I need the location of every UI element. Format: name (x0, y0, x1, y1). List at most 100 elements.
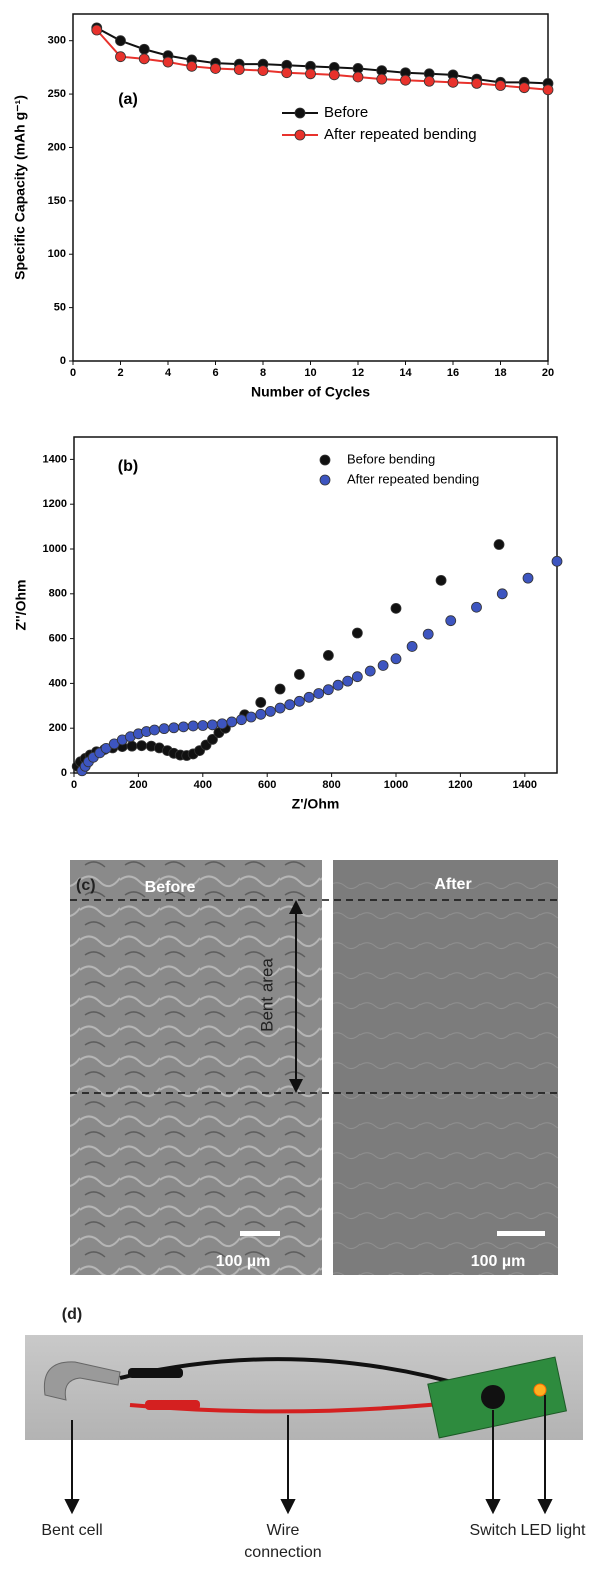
marker (377, 660, 389, 671)
callout-arrow-head (280, 1499, 296, 1515)
marker (138, 53, 150, 65)
marker (376, 73, 388, 85)
y-tick-label: 250 (48, 88, 66, 100)
x-tick-label: 200 (129, 779, 147, 791)
marker (364, 665, 376, 677)
marker (210, 63, 221, 74)
marker (187, 720, 199, 732)
marker (305, 68, 316, 80)
y-axis-label: Z''/Ohm (13, 580, 29, 631)
callout: Wire connection (244, 1522, 322, 1561)
scale-label: 100 µm (216, 1253, 271, 1270)
marker (423, 75, 435, 87)
marker (406, 641, 418, 652)
marker (226, 716, 238, 728)
x-tick-label: 1400 (513, 779, 537, 791)
marker (447, 76, 459, 88)
y-tick-label: 400 (49, 677, 67, 689)
y-tick-label: 0 (61, 767, 67, 779)
x-tick-label: 0 (70, 367, 76, 379)
callout: Bent cell (41, 1522, 103, 1539)
x-tick-label: 20 (542, 367, 554, 379)
scale-label: 100 µm (471, 1253, 526, 1270)
legend-label: Before (324, 104, 368, 121)
x-tick-label: 4 (165, 367, 172, 379)
marker (435, 574, 447, 586)
y-tick-label: 1000 (43, 543, 67, 555)
marker (207, 719, 218, 731)
marker (115, 35, 126, 47)
x-tick-label: 1000 (384, 779, 408, 791)
y-tick-label: 1200 (43, 498, 67, 510)
marker (495, 80, 506, 91)
switch (481, 1385, 505, 1409)
x-tick-label: 14 (399, 367, 412, 379)
marker (400, 74, 411, 86)
callout-arrow-head (64, 1499, 80, 1515)
callout-arrow-head (485, 1499, 501, 1515)
scale-bar (240, 1231, 280, 1236)
marker (168, 722, 180, 734)
marker (149, 724, 160, 736)
legend-marker (294, 129, 306, 141)
marker (332, 679, 344, 691)
marker (493, 539, 505, 550)
marker (265, 706, 276, 717)
y-tick-label: 0 (60, 355, 66, 367)
marker (522, 572, 534, 584)
callout-arrow-head (537, 1499, 553, 1515)
caption: Before (145, 879, 196, 896)
marker (322, 650, 334, 661)
marker (257, 65, 269, 76)
marker (422, 628, 434, 640)
marker (255, 708, 267, 720)
marker (551, 555, 563, 567)
x-tick-label: 1200 (448, 779, 472, 791)
marker (284, 699, 296, 711)
clip-red (145, 1400, 200, 1410)
arrow-label: Bent area (257, 958, 276, 1032)
marker (236, 714, 247, 726)
marker (216, 718, 228, 730)
marker (91, 24, 103, 36)
marker (281, 67, 293, 79)
y-tick-label: 50 (54, 302, 66, 314)
x-axis-label: Z'/Ohm (292, 796, 340, 812)
x-axis-label: Number of Cycles (251, 384, 370, 400)
y-tick-label: 300 (48, 35, 66, 47)
panel-label: (c) (76, 877, 96, 894)
callout: Switch (469, 1522, 517, 1539)
marker (303, 691, 315, 703)
sem-before (70, 860, 322, 1275)
y-tick-label: 200 (49, 722, 67, 734)
annotation: (a) (118, 91, 138, 108)
marker (126, 740, 138, 752)
callout-arrows (64, 1395, 553, 1515)
annotation: (b) (118, 458, 138, 475)
clip-black (128, 1368, 183, 1378)
y-tick-label: 100 (48, 248, 66, 260)
marker (178, 721, 189, 733)
x-tick-label: 12 (352, 367, 364, 379)
sem-after (333, 860, 558, 1275)
marker (352, 71, 364, 83)
legend-label: After repeated bending (324, 126, 477, 143)
marker (471, 78, 483, 89)
plot-frame (73, 436, 558, 774)
y-tick-label: 200 (48, 141, 66, 153)
marker (328, 69, 340, 81)
marker (186, 60, 198, 72)
marker (471, 601, 482, 613)
legend-marker (294, 107, 306, 119)
marker (197, 720, 209, 731)
marker (100, 742, 112, 754)
y-tick-label: 1400 (43, 453, 67, 465)
marker (496, 588, 508, 600)
marker (274, 683, 286, 695)
y-tick-label: 150 (48, 195, 66, 207)
marker (233, 64, 245, 75)
marker (313, 688, 325, 699)
legend-label: After repeated bending (347, 471, 479, 486)
x-tick-label: 600 (258, 779, 276, 791)
legend-label: Before bending (347, 451, 435, 466)
